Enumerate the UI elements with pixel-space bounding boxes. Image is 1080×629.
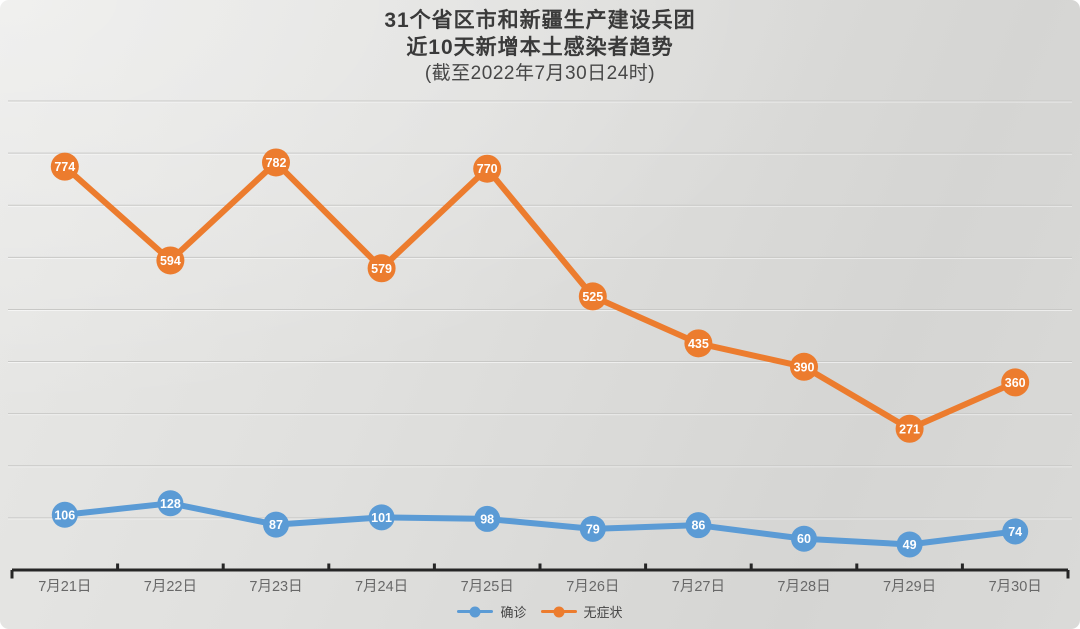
data-point-label: 435 [688,337,709,351]
data-point-asymptomatic [684,329,713,358]
chart-subtitle: (截至2022年7月30日24时) [424,63,656,84]
data-point-confirmed [791,525,817,552]
x-axis-label: 7月21日 [38,579,91,595]
gridlines [8,100,1072,520]
data-point-label: 594 [160,254,181,268]
series-asymptomatic: 774 594 782 579 770 525 435 390 271 360 [50,148,1030,443]
series-confirmed: 106 128 87 101 98 79 86 60 49 74 [51,490,1029,558]
series-confirmed-line [61,500,1019,548]
data-point-confirmed [896,531,923,558]
data-point-label: 87 [269,518,283,532]
data-point-confirmed [579,515,606,542]
legend-item-asymptomatic: 无症状 [540,602,623,621]
data-point-label: 390 [794,360,815,374]
data-point-confirmed [685,512,712,539]
chart-title-line2: 近10天新增本土感染者趋势 [406,36,674,59]
data-point-label: 360 [1005,376,1026,390]
data-point-confirmed [263,511,289,538]
data-point-label: 770 [477,162,498,176]
data-point-confirmed [368,504,395,531]
x-axis-label: 7月26日 [566,579,619,595]
data-point-label: 579 [371,262,392,276]
data-point-confirmed [51,501,78,528]
legend-label-confirmed: 确诊 [500,605,527,620]
x-axis-label: 7月25日 [461,579,514,595]
data-point-asymptomatic [262,148,290,177]
data-point-label: 106 [54,508,75,522]
x-axis-label: 7月22日 [144,579,197,595]
legend-label-asymptomatic: 无症状 [583,605,623,620]
data-point-asymptomatic [156,246,185,275]
data-point-label: 49 [903,538,917,552]
data-point-label: 98 [480,512,494,526]
legend-item-confirmed: 确诊 [457,602,527,621]
data-point-confirmed [474,505,501,532]
data-point-confirmed [157,490,184,517]
asymptomatic-line-marker-icon [540,606,577,617]
data-point-label: 128 [160,497,181,511]
legend: 确诊 无症状 [0,602,1080,621]
x-axis-label: 7月24日 [355,579,408,595]
data-point-label: 525 [582,290,603,304]
x-axis-label: 7月30日 [989,579,1042,595]
x-axis: 7月21日 7月22日 7月23日 7月24日 7月25日 7月26日 7月27日 7月28日… [10,563,1070,595]
data-point-asymptomatic [50,152,79,181]
data-point-confirmed [1002,518,1029,545]
data-point-asymptomatic [367,254,396,283]
data-point-label: 86 [691,519,705,533]
chart-title: 31个省区市和新疆生产建设兵团 近10天新增本土感染者趋势 (截至2022年7月… [0,7,1080,86]
data-point-asymptomatic [790,352,818,381]
x-axis-label: 7月23日 [249,579,302,595]
data-point-label: 774 [54,160,75,174]
series-asymptomatic-line [61,159,1019,432]
data-point-label: 271 [899,422,920,436]
data-point-label: 782 [266,156,287,170]
data-point-label: 101 [371,511,392,525]
chart-title-line1: 31个省区市和新疆生产建设兵团 [384,9,696,32]
x-axis-label: 7月28日 [777,579,830,595]
data-point-label: 74 [1008,525,1022,539]
data-point-label: 79 [586,522,600,536]
x-axis-label: 7月29日 [883,579,936,595]
confirmed-line-marker-icon [457,606,494,617]
data-point-asymptomatic [473,154,502,183]
data-point-asymptomatic [1001,368,1030,397]
x-axis-label: 7月27日 [672,579,725,595]
data-point-asymptomatic [895,414,924,443]
data-point-asymptomatic [578,282,607,311]
data-point-label: 60 [797,532,811,546]
